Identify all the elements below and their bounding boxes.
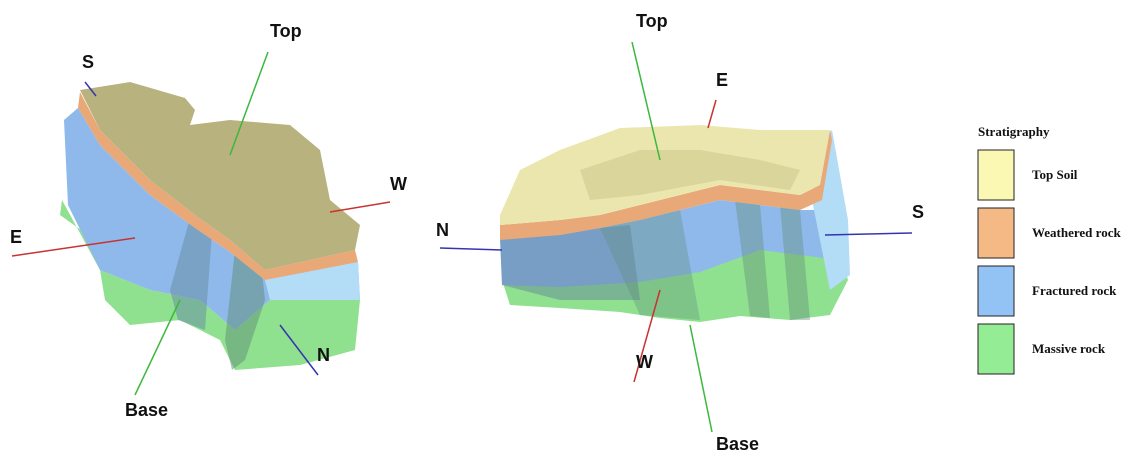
dark-cut [500,225,640,300]
fractured-layer [64,108,360,330]
axis-top [631,41,661,161]
axis-top [229,51,269,156]
axis-w [329,201,391,213]
left-model: Top S W E Base N [10,21,407,420]
axis-label: W [390,174,407,194]
axis-label: Top [636,11,668,31]
axis-w [633,289,661,383]
massive-layer [60,200,360,370]
legend-swatch [977,207,1015,259]
axis-e [707,99,717,129]
axis-label: S [912,202,924,222]
legend-label: Massive rock [1032,341,1106,356]
axis-s [824,232,913,236]
axis-e [11,237,136,257]
axis-n [439,247,503,251]
legend: Stratigraphy Top Soil Weathered rock Fract… [977,124,1121,375]
axis-label: Top [270,21,302,41]
axis-n [279,324,319,376]
right-model: Top E N S W Base [436,11,924,454]
top-shade [580,150,800,200]
legend-label: Fractured rock [1032,283,1117,298]
axis-base [689,324,713,433]
axis-label: W [636,352,653,372]
axis-s [84,81,97,97]
dark-cut [735,200,770,318]
axis-label: Base [716,434,759,454]
legend-swatch [977,265,1015,317]
dark-cut [170,218,212,330]
weathered-layer [500,130,832,240]
fractured-layer [500,200,848,287]
dark-cut [225,250,265,370]
axis-label: S [82,52,94,72]
dark-cut [780,205,810,320]
axis-label: E [10,227,22,247]
legend-title: Stratigraphy [978,124,1050,139]
top-surface [80,82,360,270]
axis-label: N [317,345,330,365]
axis-base [134,299,181,396]
axis-label: Base [125,400,168,420]
legend-label: Weathered rock [1032,225,1121,240]
axis-label: N [436,220,449,240]
axis-label: E [716,70,728,90]
weathered-layer [78,92,358,280]
fractured-face [265,262,360,300]
massive-layer [502,250,848,322]
dark-cut [600,210,700,320]
legend-label: Top Soil [1032,167,1078,182]
legend-swatch [977,149,1015,201]
legend-swatch [977,323,1015,375]
